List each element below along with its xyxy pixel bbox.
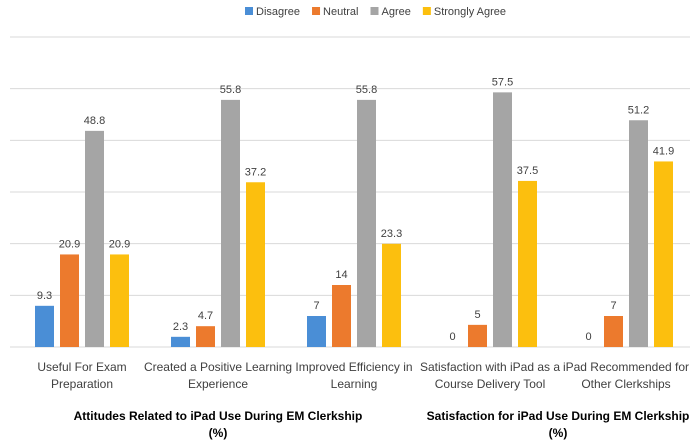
data-label: 51.2 — [628, 104, 649, 116]
data-labels: 9.3 20.9 48.8 20.9 2.3 4.7 55.8 37.2 7 14 55.8 23.3… — [37, 76, 674, 343]
group-labels: Attitudes Related to iPad Use During EM … — [74, 409, 690, 440]
bar-neutral — [604, 316, 623, 347]
category-label: Preparation — [51, 377, 113, 391]
data-label: 55.8 — [220, 84, 241, 96]
category-label: Other Clerkships — [581, 377, 670, 391]
category-label: Useful For Exam — [37, 360, 126, 374]
bar-neutral — [196, 326, 215, 347]
group-label: (%) — [549, 426, 568, 440]
data-label: 9.3 — [37, 290, 52, 302]
data-label: 48.8 — [84, 115, 105, 127]
bar-neutral — [332, 285, 351, 347]
data-label: 37.5 — [517, 165, 538, 177]
legend-swatch — [245, 7, 253, 15]
data-label: 0 — [449, 331, 455, 343]
category-label: Experience — [188, 377, 248, 391]
data-label: 2.3 — [173, 321, 188, 333]
data-label: 5 — [474, 309, 480, 321]
data-label: 57.5 — [492, 76, 513, 88]
bars — [35, 92, 673, 347]
data-label: 23.3 — [381, 228, 402, 240]
data-label: 41.9 — [653, 145, 674, 157]
category-label: iPad Recommended for — [563, 360, 689, 374]
bar-disagree — [307, 316, 326, 347]
bar-agree — [221, 99, 240, 347]
bar-agree — [357, 99, 376, 347]
data-label: 7 — [313, 300, 319, 312]
legend-swatch — [422, 7, 431, 15]
data-label: 0 — [585, 331, 591, 343]
bar-strongly-agree — [110, 254, 129, 347]
legend-swatch — [312, 7, 321, 15]
data-label: 14 — [335, 269, 347, 281]
bar-strongly-agree — [518, 180, 537, 347]
group-label: Satisfaction for iPad Use During EM Cler… — [427, 409, 690, 423]
category-label: Learning — [331, 377, 378, 391]
data-label: 4.7 — [198, 310, 213, 322]
bar-agree — [493, 92, 512, 347]
bar-neutral — [60, 254, 79, 347]
category-label: Course Delivery Tool — [435, 377, 546, 391]
legend-entry: Strongly Agree — [434, 6, 506, 18]
group-label: Attitudes Related to iPad Use During EM … — [74, 409, 363, 423]
bar-strongly-agree — [382, 243, 401, 347]
bar-agree — [85, 130, 104, 347]
legend-entry: Neutral — [323, 6, 358, 18]
category-labels: Useful For Exam Preparation Created a Posi… — [37, 360, 689, 391]
legend-entry: Agree — [382, 6, 411, 18]
bar-neutral — [468, 324, 487, 347]
data-label: 37.2 — [245, 166, 266, 178]
legend: Disagree Neutral Agree Strongly Agree — [245, 6, 506, 18]
category-label: Satisfaction with iPad as a — [420, 360, 560, 374]
bar-strongly-agree — [246, 182, 265, 347]
category-label: Improved Efficiency in — [295, 360, 412, 374]
bar-agree — [629, 120, 648, 347]
data-label: 20.9 — [59, 238, 80, 250]
group-label: (%) — [209, 426, 228, 440]
bar-disagree — [35, 305, 54, 347]
data-label: 7 — [610, 300, 616, 312]
category-label: Created a Positive Learning — [144, 360, 292, 374]
legend-entry: Disagree — [256, 6, 300, 18]
bar-disagree — [171, 336, 190, 347]
data-label: 20.9 — [109, 238, 130, 250]
data-label: 55.8 — [356, 84, 377, 96]
legend-swatch — [370, 7, 379, 15]
bar-strongly-agree — [654, 161, 673, 347]
